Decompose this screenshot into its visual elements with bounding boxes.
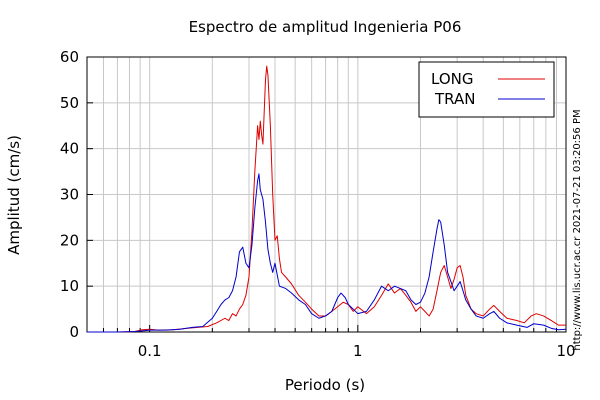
grid-lines xyxy=(87,57,566,332)
legend-box xyxy=(418,61,555,118)
x-axis-label: Periodo (s) xyxy=(285,376,365,394)
x-tick-label: 10 xyxy=(556,342,575,360)
y-axis-label: Amplitud (cm/s) xyxy=(5,135,23,255)
y-tick-label: 50 xyxy=(60,94,79,112)
x-tick-label: 1 xyxy=(353,342,363,360)
series-lines xyxy=(87,65,567,333)
series-line-tran xyxy=(87,173,567,333)
y-tick-label: 10 xyxy=(60,277,79,295)
chart-title: Espectro de amplitud Ingenieria P06 xyxy=(189,18,462,36)
legend-label-tran: TRAN xyxy=(434,90,475,108)
y-tick-label: 30 xyxy=(60,186,79,204)
y-tick-label: 40 xyxy=(60,140,79,158)
y-tick-label: 0 xyxy=(69,323,79,341)
x-tick-label: 0.1 xyxy=(138,342,162,360)
axis-ticks: 0 10 20 30 40 50 60 0.1 1 10 xyxy=(60,48,576,360)
legend-label-long: LONG xyxy=(431,70,473,88)
y-tick-label: 20 xyxy=(60,231,79,249)
legend: LONG TRAN xyxy=(418,61,555,118)
y-tick-label: 60 xyxy=(60,48,79,66)
side-annotation: http://www.lis.ucr.ac.cr 2021-07-21 03:2… xyxy=(572,109,583,350)
